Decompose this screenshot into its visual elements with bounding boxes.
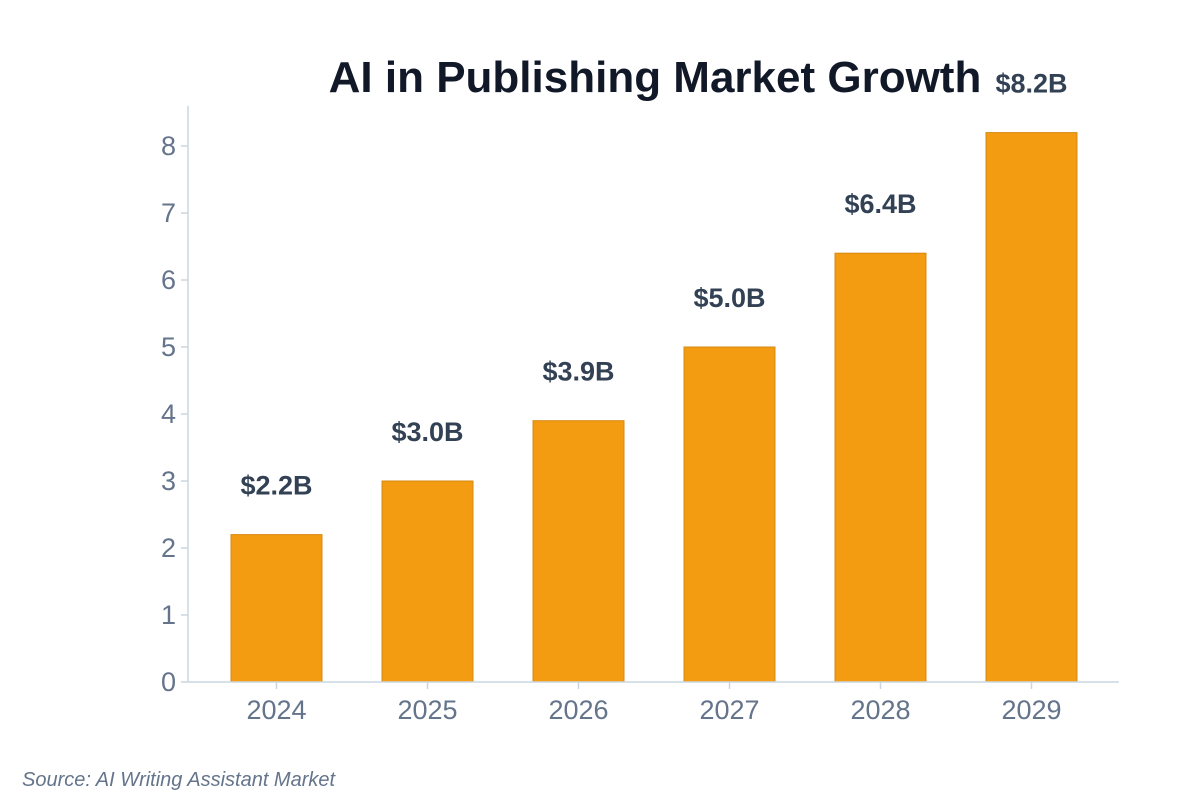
y-tick-label: 0 [161,667,176,697]
y-tick-label: 3 [161,466,176,496]
chart-title: AI in Publishing Market Growth [329,53,982,102]
x-tick-label-2024: 2024 [246,695,306,725]
x-tick-label-2025: 2025 [397,695,457,725]
y-tick-label: 2 [161,533,176,563]
data-label-2028: $6.4B [844,189,916,219]
data-labels-group: $2.2B $3.0B $3.9B $5.0B $6.4B $8.2B [240,69,1067,501]
bar-2027 [683,346,776,683]
x-tick-label-2029: 2029 [1001,695,1061,725]
y-tick-label: 6 [161,265,176,295]
y-tick-label: 5 [161,332,176,362]
y-tick-label: 4 [161,399,176,429]
data-label-2025: $3.0B [391,417,463,447]
data-label-2024: $2.2B [240,471,312,501]
x-axis-ticks: 2024 2025 2026 2027 2028 2029 [246,682,1062,725]
data-label-2027: $5.0B [693,283,765,313]
bars-group [230,132,1078,683]
bar-2024 [230,534,323,683]
x-tick-label-2027: 2027 [699,695,759,725]
y-axis-ticks: 0 1 2 3 4 5 6 7 8 [161,131,188,697]
data-label-2029: $8.2B [995,69,1067,99]
y-tick-label: 8 [161,131,176,161]
x-tick-label-2026: 2026 [548,695,608,725]
y-tick-label: 1 [161,600,176,630]
bar-2026 [532,420,625,683]
x-tick-label-2028: 2028 [850,695,910,725]
y-tick-label: 7 [161,198,176,228]
bar-2028 [834,252,927,683]
bar-2025 [381,480,474,683]
bar-2029 [985,132,1078,683]
data-label-2026: $3.9B [542,357,614,387]
source-note: Source: AI Writing Assistant Market [22,769,337,791]
